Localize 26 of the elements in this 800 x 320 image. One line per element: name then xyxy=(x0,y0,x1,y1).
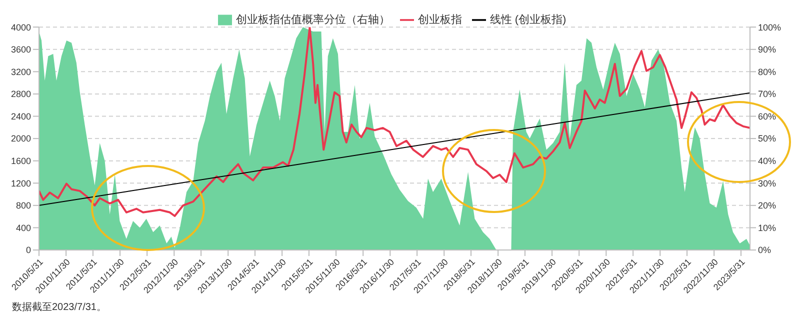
y2-tick-label: 30% xyxy=(758,178,776,188)
y2-tick-label: 70% xyxy=(758,89,776,100)
y-tick-label: 1200 xyxy=(10,178,31,188)
legend-label: 创业板指 xyxy=(418,14,462,26)
y2-tick-label: 40% xyxy=(758,156,776,166)
y2-tick-label: 80% xyxy=(758,66,776,77)
y-tick-label: 0 xyxy=(26,245,31,256)
legend-label: 创业板指估值概率分位（右轴） xyxy=(236,14,390,26)
y-tick-label: 2000 xyxy=(10,134,31,144)
y-tick-label: 800 xyxy=(16,200,31,211)
y-tick-label: 3200 xyxy=(10,66,31,77)
text: 数据截至2023/7/31。 xyxy=(11,300,108,314)
y-tick-label: 400 xyxy=(16,222,31,233)
y-tick-label: 3600 xyxy=(10,44,31,55)
y-tick-label: 2400 xyxy=(10,111,31,122)
legend-label: 线性 (创业板指) xyxy=(490,14,566,26)
y2-tick-label: 10% xyxy=(758,222,776,233)
y2-tick-label: 60% xyxy=(758,111,776,122)
y2-tick-label: 90% xyxy=(758,44,776,55)
y2-tick-label: 100% xyxy=(758,22,782,32)
y2-tick-label: 50% xyxy=(758,134,776,144)
y2-tick-label: 20% xyxy=(758,200,776,211)
y-tick-label: 1600 xyxy=(10,156,31,166)
y2-tick-label: 0% xyxy=(758,245,772,256)
y-tick-label: 4000 xyxy=(10,22,31,32)
y-tick-label: 2800 xyxy=(10,89,31,100)
